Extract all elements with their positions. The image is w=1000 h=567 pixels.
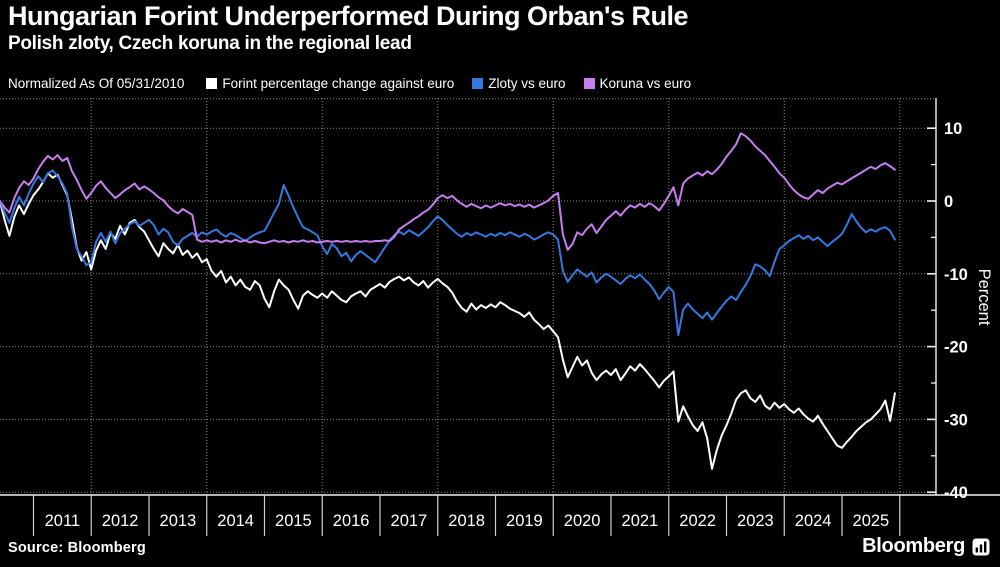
x-tick-label: 2018 bbox=[448, 512, 485, 530]
chart-header: Hungarian Forint Underperformed During O… bbox=[8, 0, 688, 56]
y-tick-label: -20 bbox=[944, 339, 968, 357]
y-tick-label: -10 bbox=[944, 266, 968, 284]
x-tick-label: 2016 bbox=[333, 512, 370, 530]
x-tick-label: 2011 bbox=[45, 512, 80, 530]
legend-item-koruna: Koruna vs euro bbox=[583, 76, 692, 91]
x-tick-label: 2017 bbox=[391, 512, 428, 530]
y-tick-label: -30 bbox=[944, 411, 968, 429]
x-tick-label: 2015 bbox=[275, 512, 312, 530]
zloty-swatch-icon bbox=[472, 78, 484, 89]
legend-item-forint: Forint percentage change against euro bbox=[206, 76, 454, 91]
y-tick-label: 10 bbox=[944, 120, 962, 138]
y-tick-label: -40 bbox=[944, 484, 968, 502]
x-tick-label: 2025 bbox=[853, 512, 890, 530]
bloomberg-wordmark: Bloomberg bbox=[862, 535, 965, 557]
x-tick-label: 2014 bbox=[217, 512, 254, 530]
x-tick-label: 2024 bbox=[795, 512, 832, 530]
legend-item-label: Forint percentage change against euro bbox=[222, 76, 455, 91]
x-tick-label: 2020 bbox=[564, 512, 601, 530]
forint-series-line bbox=[0, 172, 896, 470]
bloomberg-logo-icon bbox=[972, 538, 990, 555]
page-title: Hungarian Forint Underperformed During O… bbox=[8, 1, 688, 31]
x-tick-label: 2012 bbox=[102, 512, 139, 530]
chart-area: 10 0 -10 -20 -30 -40 Percent 2011 2012 2013 2014 20… bbox=[0, 98, 1000, 562]
koruna-swatch-icon bbox=[583, 78, 595, 89]
bloomberg-brand: Bloomberg bbox=[862, 535, 990, 558]
normalization-note: Normalized As Of 05/31/2010 bbox=[8, 76, 185, 91]
x-tick-label: 2021 bbox=[622, 512, 659, 530]
koruna-series-line bbox=[0, 132, 896, 251]
zloty-series-line bbox=[0, 169, 896, 336]
x-tick-label: 2023 bbox=[737, 512, 774, 530]
x-tick-label: 2022 bbox=[679, 512, 716, 530]
page-subtitle: Polish zloty, Czech koruna in the region… bbox=[8, 33, 412, 54]
legend-item-label: Koruna vs euro bbox=[599, 76, 692, 91]
x-tick-label: 2013 bbox=[160, 512, 197, 530]
legend-item-label: Zloty vs euro bbox=[488, 76, 566, 91]
source-credit: Source: Bloomberg bbox=[8, 540, 146, 556]
y-tick-label: 0 bbox=[944, 193, 953, 211]
y-axis-title: Percent bbox=[975, 269, 993, 326]
legend-item-zloty: Zloty vs euro bbox=[472, 76, 566, 91]
forint-swatch-icon bbox=[206, 78, 218, 89]
chart-legend: Normalized As Of 05/31/2010 Forint perce… bbox=[8, 76, 709, 91]
chart-canvas: 10 0 -10 -20 -30 -40 Percent 2011 2012 2013 2014 20… bbox=[0, 98, 1000, 536]
x-tick-label: 2019 bbox=[506, 512, 543, 530]
